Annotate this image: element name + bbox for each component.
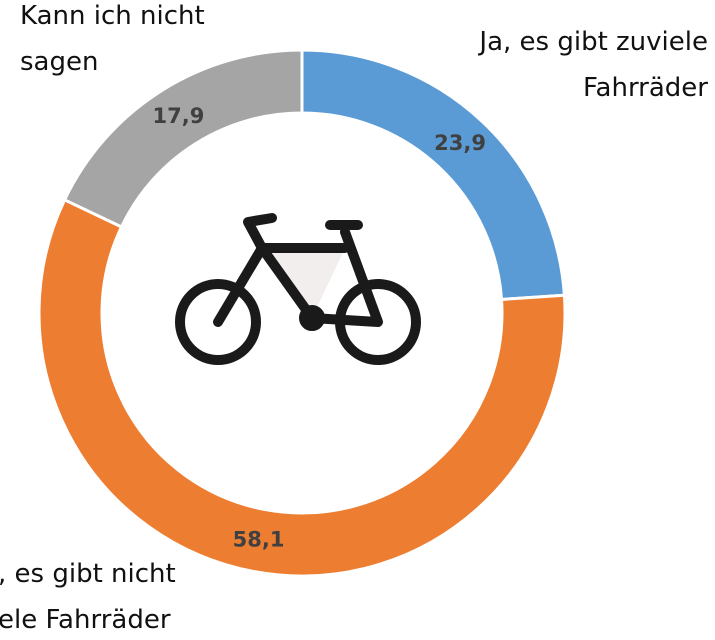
value-label: 58,1: [233, 527, 285, 551]
category-label-line: Fahrräder: [583, 73, 708, 103]
donut-segment: [37, 197, 567, 578]
donut-segment: [62, 48, 304, 229]
category-label-line: ele Fahrräder: [0, 605, 171, 635]
category-label-line: , es gibt nicht: [0, 559, 176, 589]
category-label-line: Ja, es gibt zuviele: [477, 27, 708, 57]
category-label: Kann ich nicht sagen: [20, 1, 205, 77]
category-label-line: Kann ich nicht: [20, 1, 205, 31]
value-label: 17,9: [153, 104, 205, 128]
value-label: 23,9: [434, 131, 486, 155]
category-label-line: sagen: [20, 47, 98, 77]
donut-segment: [300, 48, 566, 302]
bicycle-icon: [175, 213, 421, 365]
category-label: , es gibt nicht ele Fahrräder: [0, 559, 176, 635]
category-label: Ja, es gibt zuviele Fahrräder: [477, 27, 708, 103]
